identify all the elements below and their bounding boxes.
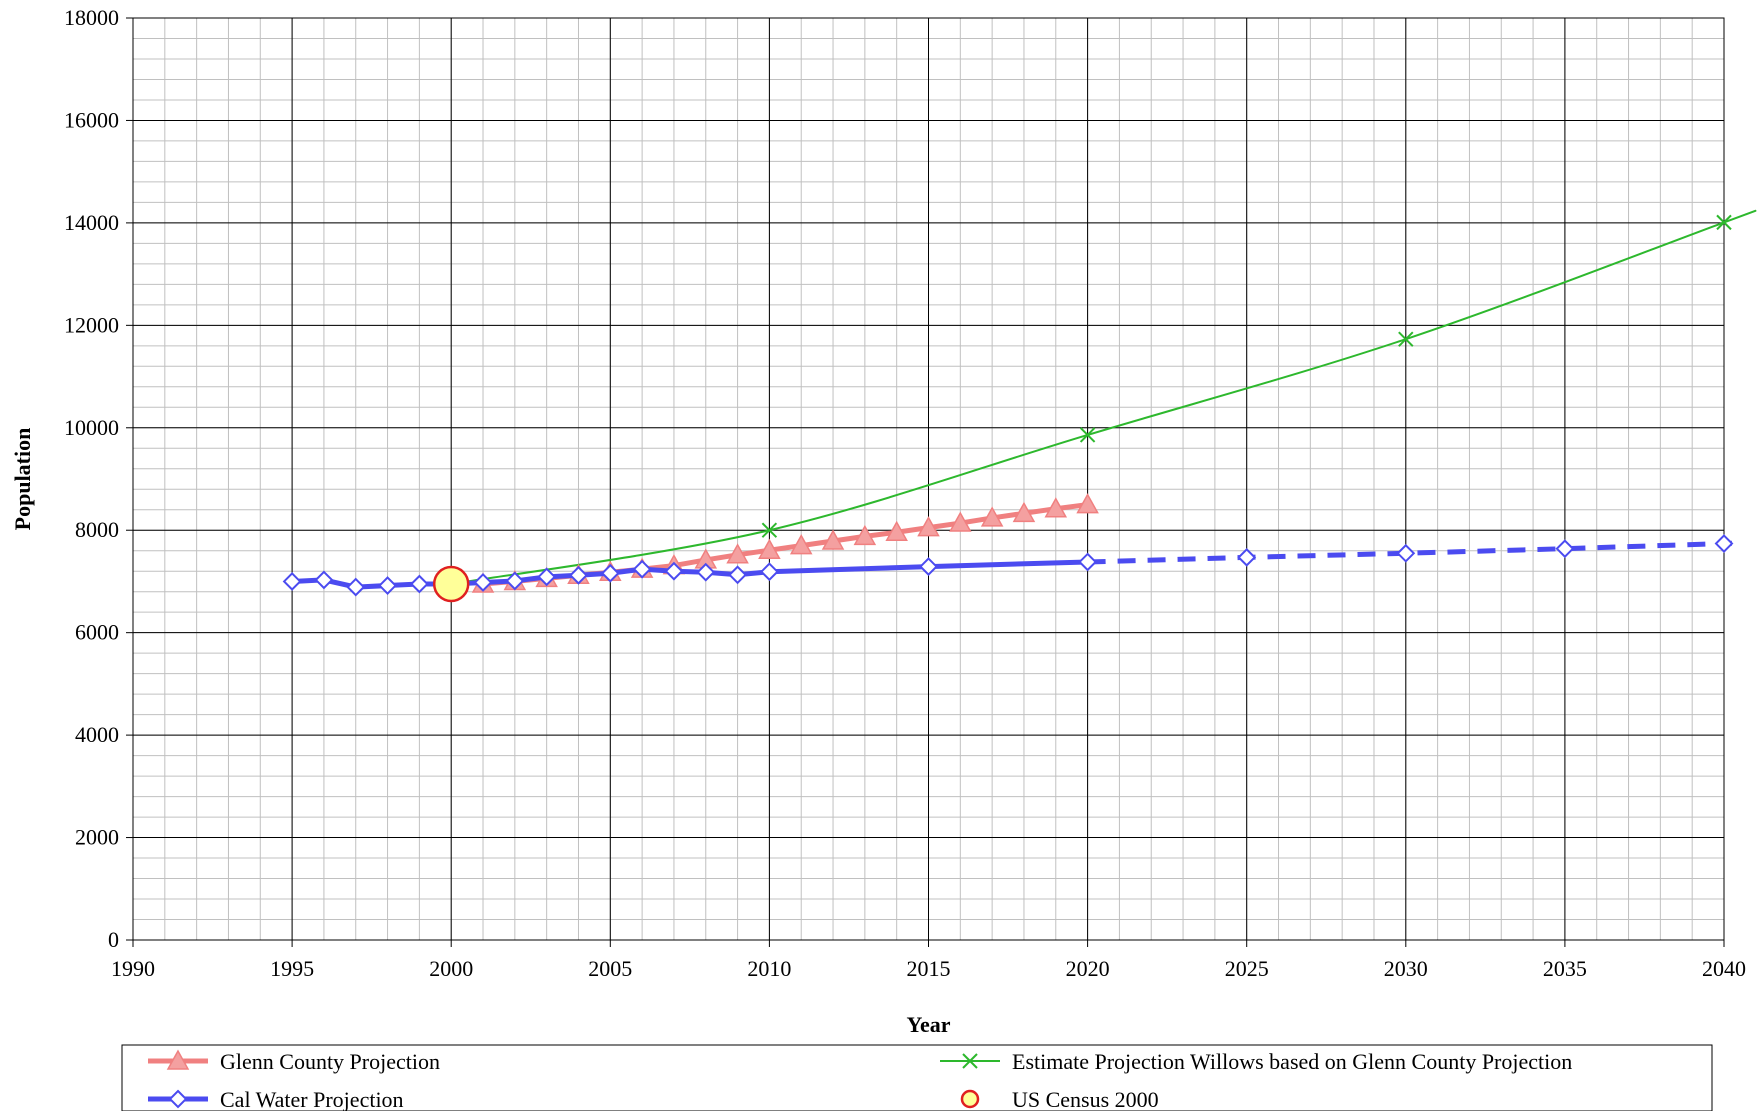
series-layer [282, 209, 1757, 603]
glenn-county-projection-point [758, 538, 781, 559]
cal-water-projection-point [569, 565, 588, 585]
y-tick-label: 6000 [75, 620, 119, 645]
cal-water-projection-point [759, 562, 779, 582]
glenn-county-projection-point [949, 511, 972, 532]
y-tick-label: 16000 [64, 107, 119, 132]
legend-label: Glenn County Projection [220, 1049, 440, 1074]
cal-water-projection-point [919, 557, 938, 577]
x-axis-ticks: 1990 1995 2000 2005 2010 2015 2020 2025 2030 2035… [111, 940, 1746, 981]
glenn-county-projection-point [853, 524, 877, 546]
cal-water-projection-point [282, 572, 302, 591]
estimate-projection-point [1398, 331, 1414, 347]
x-tick-label: 2015 [907, 956, 951, 981]
y-tick-label: 2000 [75, 825, 119, 850]
x-tick-label: 1995 [270, 956, 314, 981]
y-tick-label: 10000 [64, 415, 119, 440]
x-tick-label: 2010 [747, 956, 791, 981]
y-axis-title: Population [10, 428, 35, 531]
cal-water-projection-point [537, 567, 557, 587]
glenn-county-projection-point [1076, 493, 1099, 514]
us-census-2000-point [432, 565, 470, 603]
series-cal-water-projection [282, 534, 1734, 597]
glenn-county-projection-point [885, 520, 908, 542]
glenn-county-projection-point [821, 529, 845, 550]
estimate-projection-point [1079, 427, 1096, 443]
x-tick-label: 2035 [1543, 956, 1587, 981]
y-tick-label: 8000 [75, 517, 119, 542]
cal-water-projection-point [1396, 543, 1416, 563]
x-tick-label: 2030 [1384, 956, 1428, 981]
legend-item: Cal Water Projection [148, 1087, 404, 1111]
cal-water-projection-point [1237, 547, 1257, 567]
x-tick-label: 2005 [588, 956, 632, 981]
legend-marker-swatch [962, 1053, 978, 1069]
cal-water-projection-point [600, 563, 620, 583]
cal-water-projection-point [1078, 552, 1098, 572]
legend-item: Glenn County Projection [148, 1049, 440, 1074]
legend: Glenn County Projection Estimate Projecti… [121, 1044, 1713, 1111]
cal-water-projection-point [1714, 534, 1734, 553]
estimate-projection-line [451, 209, 1757, 585]
cal-water-projection-point [728, 565, 747, 585]
legend-item: Estimate Projection Willows based on Gle… [940, 1049, 1572, 1074]
estimate-projection-point [761, 522, 778, 538]
cal-water-projection-point [1555, 539, 1575, 559]
glenn-county-projection-point [789, 534, 813, 555]
y-tick-label: 0 [108, 927, 119, 952]
legend-box [121, 1044, 1713, 1111]
legend-label: US Census 2000 [1012, 1087, 1159, 1111]
cal-water-projection-point [505, 571, 525, 591]
legend-item: US Census 2000 [960, 1087, 1159, 1111]
x-tick-label: 2020 [1066, 956, 1110, 981]
glenn-county-projection-point [1044, 497, 1068, 518]
cal-water-projection-point [378, 576, 397, 595]
cal-water-projection-point [696, 562, 716, 582]
series-estimate-projection [451, 209, 1757, 585]
cal-water-projection-point [632, 559, 652, 579]
y-tick-label: 4000 [75, 722, 119, 747]
y-tick-label: 14000 [64, 210, 119, 235]
legend-label: Estimate Projection Willows based on Gle… [1012, 1049, 1572, 1074]
x-axis-title: Year [907, 1012, 951, 1037]
x-tick-label: 2025 [1225, 956, 1269, 981]
cal-water-projection-point [314, 570, 334, 590]
y-tick-label: 18000 [64, 5, 119, 30]
y-axis-ticks: 0 2000 4000 6000 8000 10000 12000 14000 16000 180… [64, 5, 133, 952]
legend-label: Cal Water Projection [220, 1087, 404, 1111]
y-tick-label: 12000 [64, 312, 119, 337]
legend-marker-swatch [960, 1089, 980, 1109]
cal-water-projection-point [409, 574, 429, 594]
cal-water-projection-point [664, 561, 684, 581]
glenn-county-projection-point [917, 516, 940, 537]
glenn-county-projection-point [726, 543, 749, 564]
major-gridlines [132, 17, 1725, 941]
series-us-census-2000 [432, 565, 470, 603]
cal-water-projection-point [473, 573, 493, 592]
glenn-county-projection-point [1012, 501, 1036, 523]
x-tick-label: 1990 [111, 956, 155, 981]
cal-water-projection-point [346, 577, 366, 597]
glenn-county-projection-point [980, 506, 1004, 527]
legend-marker-swatch [168, 1089, 188, 1109]
legend-marker-swatch [166, 1049, 190, 1070]
x-tick-label: 2040 [1702, 956, 1746, 981]
estimate-projection-point [1716, 214, 1732, 231]
x-tick-label: 2000 [429, 956, 473, 981]
